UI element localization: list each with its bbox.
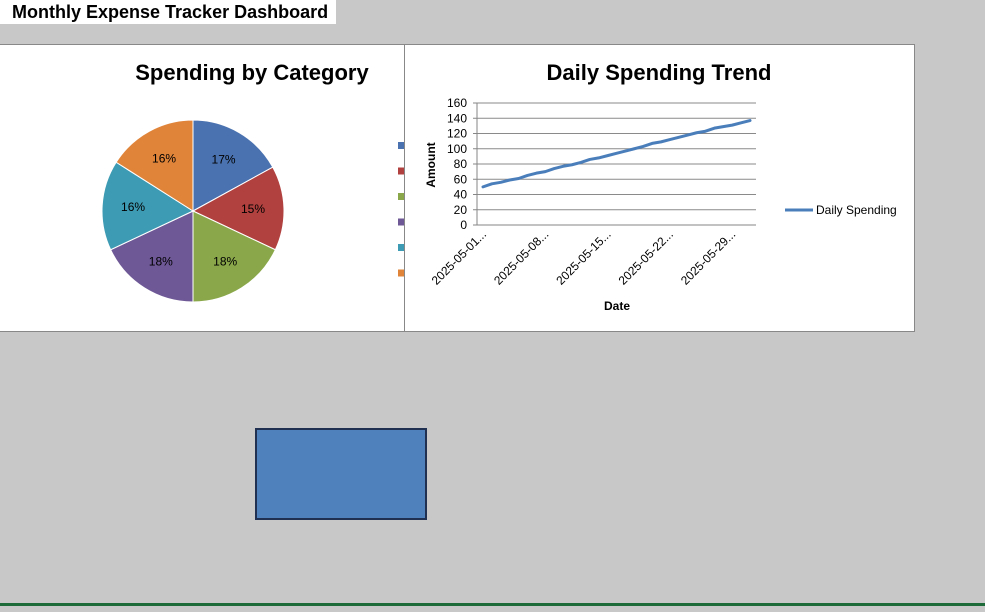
dashboard-title-cell[interactable]: Monthly Expense Tracker Dashboard (0, 0, 336, 24)
pie-legend-swatch[interactable] (398, 167, 405, 175)
x-tick-label: 2025-05-15... (553, 227, 613, 287)
line-chart-panel[interactable]: Daily Spending Trend 0 20 40 60 80 100 120 140 1… (404, 44, 915, 332)
line-chart-title: Daily Spending Trend (547, 60, 772, 85)
pie-slice[interactable] (192, 210, 277, 303)
y-tick-label: 120 (447, 127, 467, 141)
pie-chart: Spending by Category 17% 15% 18% 18% 16% 16% (101, 60, 405, 303)
y-axis-title: Amount (424, 142, 438, 187)
y-tick-label: 80 (454, 157, 468, 171)
y-tick-label: 20 (454, 203, 468, 217)
pie-legend-swatch[interactable] (398, 193, 405, 200)
x-tick-label: 2025-05-22... (616, 227, 676, 287)
pie-slice-label: 18% (149, 255, 173, 269)
pie-slice-label: 16% (121, 200, 145, 214)
x-tick-label: 2025-05-08... (491, 227, 551, 287)
pie-slice-label: 15% (241, 202, 265, 216)
pie-slice-label: 16% (152, 151, 176, 165)
pie-slice-label: 18% (213, 255, 237, 269)
y-tick-label: 0 (460, 218, 467, 232)
y-tick-label: 160 (447, 96, 467, 110)
pie-legend-swatch[interactable] (398, 218, 405, 226)
pie-slice[interactable] (115, 119, 194, 212)
x-axis-title: Date (604, 299, 630, 313)
y-tick-label: 100 (447, 142, 467, 156)
series-line-daily-spending[interactable] (481, 119, 752, 189)
dashboard-title: Monthly Expense Tracker Dashboard (12, 2, 329, 22)
pie-legend-swatch[interactable] (398, 244, 405, 251)
pie-legend-swatch[interactable] (398, 269, 405, 277)
pie-chart-title: Spending by Category (135, 60, 369, 85)
pie-slice-label: 17% (212, 152, 236, 166)
y-tick-label: 40 (454, 188, 468, 202)
x-tick-label: 2025-05-29... (678, 227, 738, 287)
pie-slice[interactable] (191, 166, 285, 251)
pie-legend-swatch[interactable] (398, 142, 405, 149)
pie-slice[interactable] (109, 210, 194, 303)
y-tick-label: 140 (447, 111, 467, 125)
blue-rectangle-shape[interactable] (255, 428, 427, 520)
y-tick-label: 60 (454, 172, 468, 186)
bottom-status-strip (0, 603, 985, 606)
legend-label: Daily Spending (816, 203, 897, 217)
pie-chart-panel[interactable]: Spending by Category 17% 15% 18% 18% 16% 16% (0, 44, 406, 332)
x-tick-label: 2025-05-01... (429, 227, 489, 287)
pie-slice[interactable] (192, 119, 274, 212)
pie-slice[interactable] (101, 161, 195, 251)
